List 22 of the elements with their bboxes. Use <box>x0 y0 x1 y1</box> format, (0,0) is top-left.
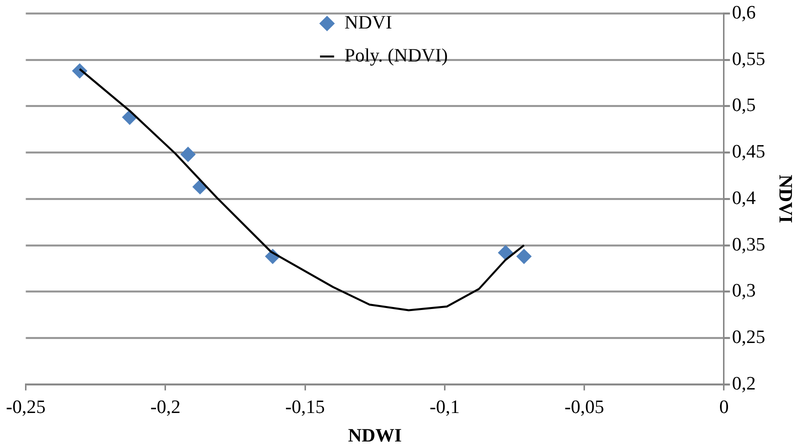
x-tick-label: -0,25 <box>6 396 46 418</box>
legend-label: NDVI <box>344 12 392 34</box>
point <box>516 248 532 264</box>
y-tick-label: 0,45 <box>732 142 766 163</box>
y-tick-label: 0,35 <box>732 234 766 256</box>
x-tick-label: 0 <box>719 396 729 418</box>
y-tick-label: 0,3 <box>732 280 756 302</box>
y-axis-title: NDVI <box>774 174 796 224</box>
y-tick-label: 0,2 <box>732 373 756 394</box>
legend-label: Poly. (NDVI) <box>344 45 448 66</box>
y-tick-label: 0,25 <box>732 327 766 348</box>
y-tick-label: 0,6 <box>732 2 756 24</box>
point <box>498 245 514 260</box>
point <box>180 146 196 162</box>
x-tick-label: -0,2 <box>150 396 180 418</box>
x-tick-label: -0,05 <box>564 396 604 418</box>
y-tick-label: 0,5 <box>732 95 756 116</box>
x-tick-label: -0,15 <box>285 396 325 418</box>
x-axis-title: NDWI <box>348 426 402 447</box>
x-tick-label: -0,1 <box>430 396 460 418</box>
y-tick-label: 0,4 <box>732 188 756 209</box>
y-tick-label: 0,55 <box>732 48 766 70</box>
